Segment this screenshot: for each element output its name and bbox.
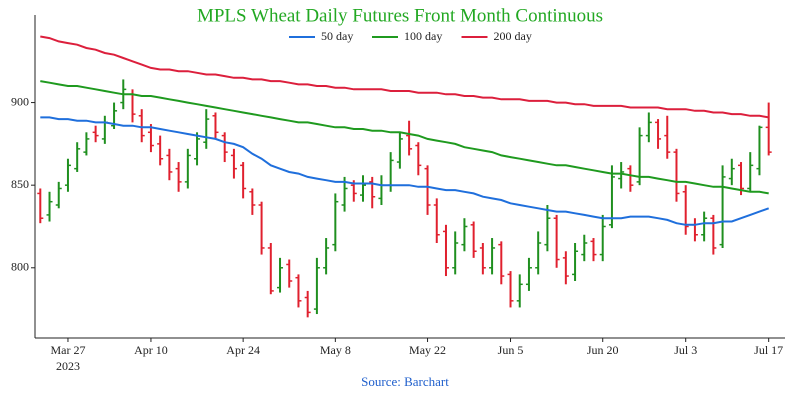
moving-average-line (40, 116, 770, 226)
y-tick-label: 800 (11, 260, 29, 274)
moving-average-line (40, 35, 769, 119)
source-note: Source: Barchart (361, 374, 449, 389)
legend-label: 100 day (404, 29, 442, 43)
x-tick-label: May 22 (409, 343, 446, 357)
x-tick-label: Jul 17 (754, 343, 783, 357)
x-tick-label: Jun 5 (498, 343, 524, 357)
legend-label: 200 day (494, 29, 532, 43)
x-tick-label: Mar 27 (50, 343, 85, 357)
x-tick-label: May 8 (320, 343, 351, 357)
x-tick-label: Apr 24 (226, 343, 260, 357)
x-tick-label: Jul 3 (674, 343, 697, 357)
y-tick-label: 850 (11, 177, 29, 191)
x-tick-label: Apr 10 (134, 343, 168, 357)
y-tick-label: 900 (11, 94, 29, 108)
moving-average-line (40, 80, 769, 195)
legend-label: 50 day (321, 29, 353, 43)
chart-title: MPLS Wheat Daily Futures Front Month Con… (197, 5, 603, 26)
x-tick-label: Jun 20 (587, 343, 619, 357)
x-year-label: 2023 (56, 359, 80, 373)
